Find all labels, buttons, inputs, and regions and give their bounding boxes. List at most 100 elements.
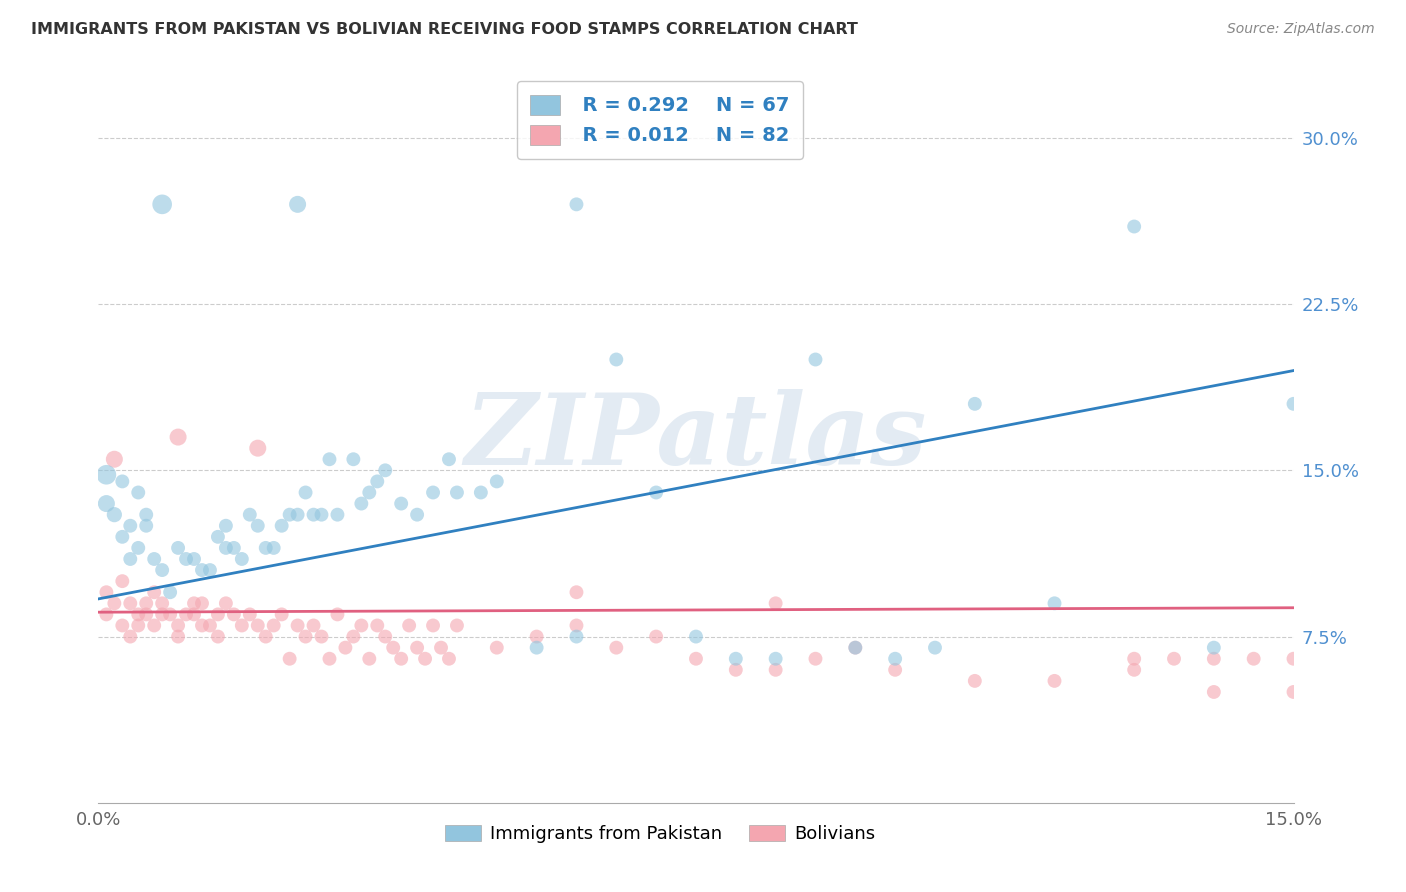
Point	[103, 596, 125, 610]
Point	[270, 607, 292, 622]
Point	[374, 630, 396, 644]
Point	[398, 618, 420, 632]
Point	[263, 541, 285, 555]
Point	[446, 618, 468, 632]
Point	[159, 607, 181, 622]
Point	[430, 640, 453, 655]
Point	[270, 518, 292, 533]
Point	[207, 630, 229, 644]
Point	[111, 475, 134, 489]
Point	[222, 607, 245, 622]
Point	[366, 618, 388, 632]
Text: ZIPatlas: ZIPatlas	[465, 389, 927, 485]
Point	[765, 596, 787, 610]
Point	[143, 618, 166, 632]
Point	[318, 452, 340, 467]
Point	[287, 508, 309, 522]
Point	[1123, 651, 1146, 665]
Text: IMMIGRANTS FROM PAKISTAN VS BOLIVIAN RECEIVING FOOD STAMPS CORRELATION CHART: IMMIGRANTS FROM PAKISTAN VS BOLIVIAN REC…	[31, 22, 858, 37]
Point	[605, 640, 627, 655]
Point	[302, 618, 325, 632]
Point	[120, 518, 142, 533]
Point	[254, 541, 277, 555]
Point	[135, 596, 157, 610]
Point	[724, 663, 747, 677]
Point	[342, 452, 364, 467]
Point	[1202, 651, 1225, 665]
Point	[207, 607, 229, 622]
Point	[685, 651, 707, 665]
Point	[326, 508, 349, 522]
Point	[406, 508, 429, 522]
Point	[183, 552, 205, 566]
Point	[135, 607, 157, 622]
Point	[96, 585, 118, 599]
Point	[685, 630, 707, 644]
Point	[422, 485, 444, 500]
Legend: Immigrants from Pakistan, Bolivians: Immigrants from Pakistan, Bolivians	[436, 816, 884, 852]
Point	[724, 651, 747, 665]
Point	[278, 508, 301, 522]
Point	[605, 352, 627, 367]
Point	[263, 618, 285, 632]
Point	[389, 497, 412, 511]
Point	[1123, 663, 1146, 677]
Point	[470, 485, 492, 500]
Point	[446, 485, 468, 500]
Point	[326, 607, 349, 622]
Point	[924, 640, 946, 655]
Point	[96, 607, 118, 622]
Point	[342, 630, 364, 644]
Point	[406, 640, 429, 655]
Point	[311, 630, 333, 644]
Point	[1282, 685, 1305, 699]
Point	[844, 640, 866, 655]
Point	[150, 607, 173, 622]
Point	[207, 530, 229, 544]
Point	[198, 563, 221, 577]
Point	[191, 563, 214, 577]
Point	[103, 452, 125, 467]
Point	[485, 475, 508, 489]
Point	[485, 640, 508, 655]
Point	[565, 585, 588, 599]
Point	[374, 463, 396, 477]
Point	[437, 452, 460, 467]
Point	[1163, 651, 1185, 665]
Point	[222, 541, 245, 555]
Point	[246, 441, 269, 455]
Point	[239, 607, 262, 622]
Point	[111, 574, 134, 589]
Point	[215, 518, 238, 533]
Text: Source: ZipAtlas.com: Source: ZipAtlas.com	[1227, 22, 1375, 37]
Point	[389, 651, 412, 665]
Point	[150, 596, 173, 610]
Point	[143, 585, 166, 599]
Point	[1043, 673, 1066, 688]
Point	[884, 651, 907, 665]
Point	[311, 508, 333, 522]
Point	[96, 497, 118, 511]
Point	[254, 630, 277, 644]
Point	[159, 585, 181, 599]
Point	[246, 518, 269, 533]
Point	[645, 485, 668, 500]
Point	[963, 397, 986, 411]
Point	[231, 552, 253, 566]
Point	[844, 640, 866, 655]
Point	[526, 630, 548, 644]
Point	[765, 651, 787, 665]
Point	[335, 640, 357, 655]
Point	[422, 618, 444, 632]
Point	[103, 508, 125, 522]
Point	[127, 618, 149, 632]
Point	[1123, 219, 1146, 234]
Point	[198, 618, 221, 632]
Point	[804, 651, 827, 665]
Point	[765, 663, 787, 677]
Point	[1243, 651, 1265, 665]
Point	[215, 596, 238, 610]
Point	[120, 630, 142, 644]
Point	[350, 618, 373, 632]
Point	[287, 197, 309, 211]
